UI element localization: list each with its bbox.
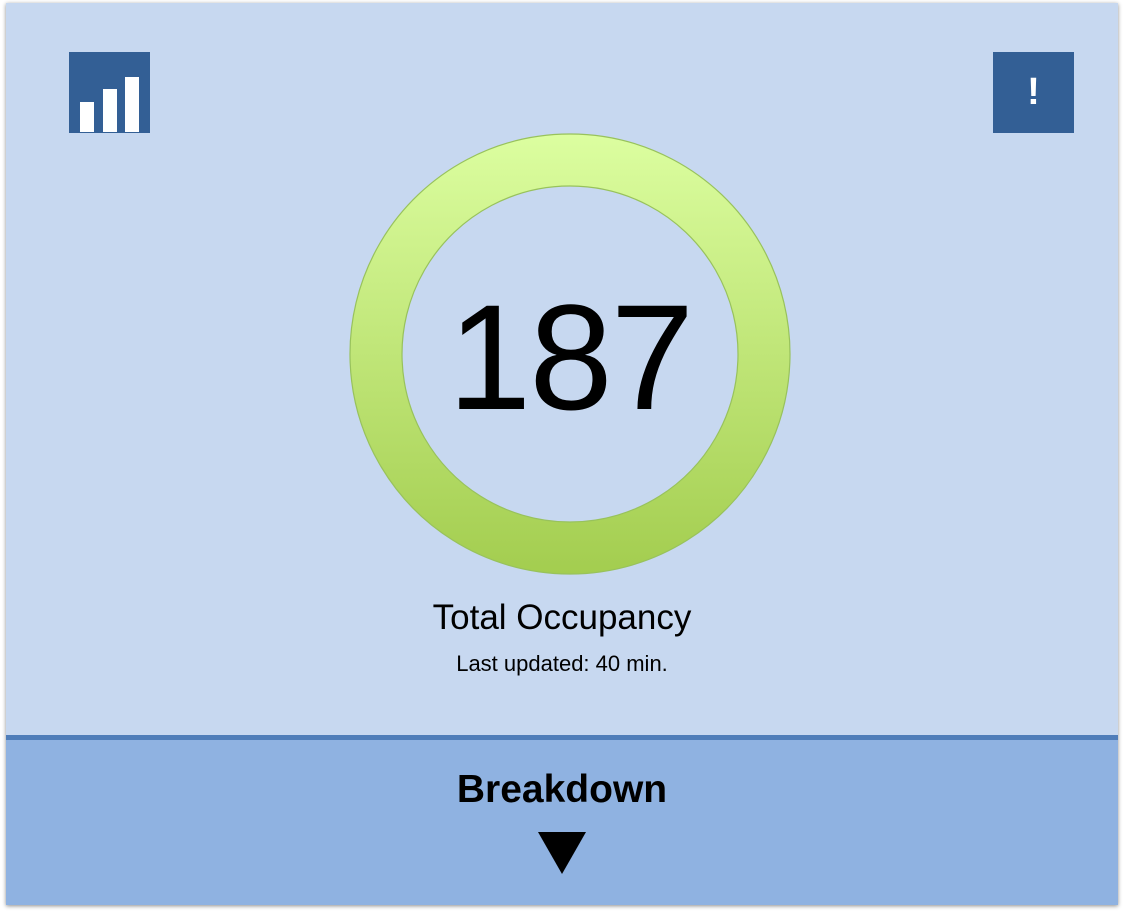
bar-chart-icon <box>80 77 139 132</box>
occupancy-count: 187 <box>447 272 694 441</box>
occupancy-title: Total Occupancy <box>432 598 692 637</box>
alert-button[interactable]: ! <box>993 52 1074 133</box>
occupancy-ring <box>349 133 791 575</box>
exclamation-icon: ! <box>1027 71 1040 113</box>
stats-button[interactable] <box>69 52 150 133</box>
triangle-down-icon <box>538 832 586 874</box>
breakdown-button[interactable]: Breakdown <box>6 735 1118 905</box>
breakdown-label: Breakdown <box>456 768 668 811</box>
last-updated-text: Last updated: 40 min. <box>456 651 668 676</box>
app-screen: ! 187 Total Occupancy Last updated: 40 m… <box>6 3 1118 905</box>
